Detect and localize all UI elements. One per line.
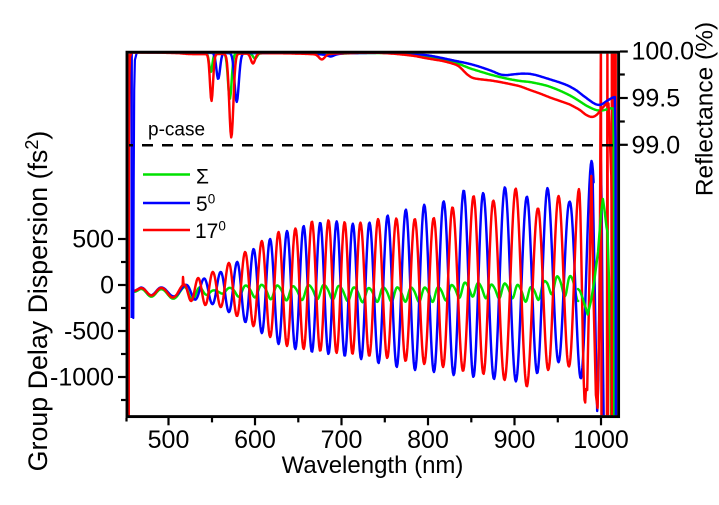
svg-text:p-case: p-case <box>148 120 205 141</box>
svg-text:Σ: Σ <box>196 166 209 189</box>
svg-text:500: 500 <box>148 426 190 454</box>
svg-text:-1000: -1000 <box>50 364 114 392</box>
svg-text:Group Delay Dispersion (fs2): Group Delay Dispersion (fs2) <box>22 131 53 472</box>
svg-text:700: 700 <box>321 426 363 454</box>
svg-text:100.0: 100.0 <box>632 38 695 66</box>
svg-text:600: 600 <box>234 426 276 454</box>
svg-text:1000: 1000 <box>573 426 629 454</box>
svg-text:-500: -500 <box>64 318 114 346</box>
svg-text:99.0: 99.0 <box>632 131 681 159</box>
svg-text:Wavelength (nm): Wavelength (nm) <box>282 452 464 479</box>
svg-text:900: 900 <box>494 426 536 454</box>
svg-text:800: 800 <box>407 426 449 454</box>
svg-text:Reflectance (%): Reflectance (%) <box>692 22 719 196</box>
svg-text:500: 500 <box>72 226 114 254</box>
svg-text:99.5: 99.5 <box>632 85 681 113</box>
svg-text:0: 0 <box>100 272 114 300</box>
